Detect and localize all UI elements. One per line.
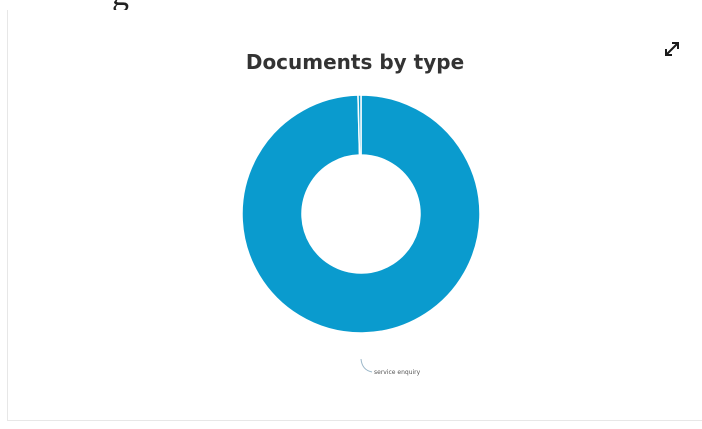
donut-slice-0[interactable] bbox=[241, 94, 481, 334]
cropped-heading-text: g bbox=[112, 0, 129, 10]
cropped-heading-strip: g bbox=[0, 0, 702, 10]
donut-slice-1[interactable] bbox=[357, 94, 362, 156]
expand-button[interactable] bbox=[659, 36, 685, 62]
chart-title: Documents by type bbox=[245, 50, 465, 74]
slice-label: service enquiry bbox=[374, 369, 421, 376]
chart-widget: Documents by type service enquiry bbox=[7, 10, 702, 421]
slice-label-leader-line bbox=[360, 358, 373, 373]
donut-chart: service enquiry bbox=[241, 94, 481, 376]
expand-icon bbox=[665, 42, 679, 56]
